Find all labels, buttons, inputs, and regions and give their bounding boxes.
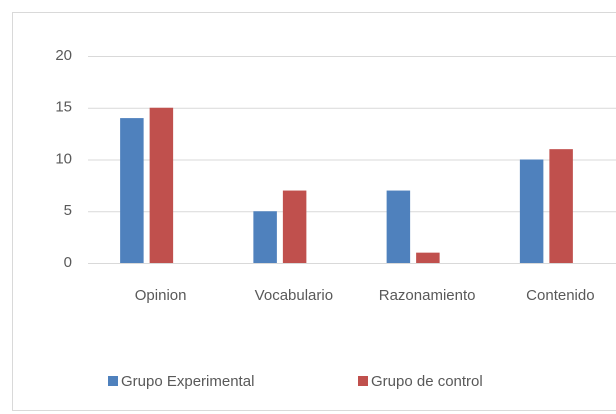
- y-tick-label: 5: [64, 202, 72, 219]
- x-tick-label: Vocabulario: [255, 287, 333, 304]
- x-tick-label: Contenido: [526, 287, 594, 304]
- y-tick-label: 15: [55, 99, 72, 116]
- y-tick-label: 10: [55, 150, 72, 167]
- bar: [386, 190, 411, 263]
- x-tick-label: Opinion: [135, 287, 187, 304]
- legend-swatch: [108, 376, 118, 386]
- legend-label: Grupo Experimental: [121, 373, 254, 390]
- x-tick-label: Razonamiento: [379, 287, 476, 304]
- bar: [519, 159, 544, 263]
- bar: [549, 149, 573, 263]
- bar: [120, 118, 144, 263]
- y-tick-label: 20: [55, 47, 72, 64]
- legend-swatch: [358, 376, 368, 386]
- legend-label: Grupo de control: [371, 373, 483, 390]
- bar: [253, 211, 277, 263]
- bar: [416, 252, 440, 263]
- y-tick-label: 0: [64, 254, 72, 271]
- bar: [282, 190, 307, 263]
- bar: [149, 107, 174, 263]
